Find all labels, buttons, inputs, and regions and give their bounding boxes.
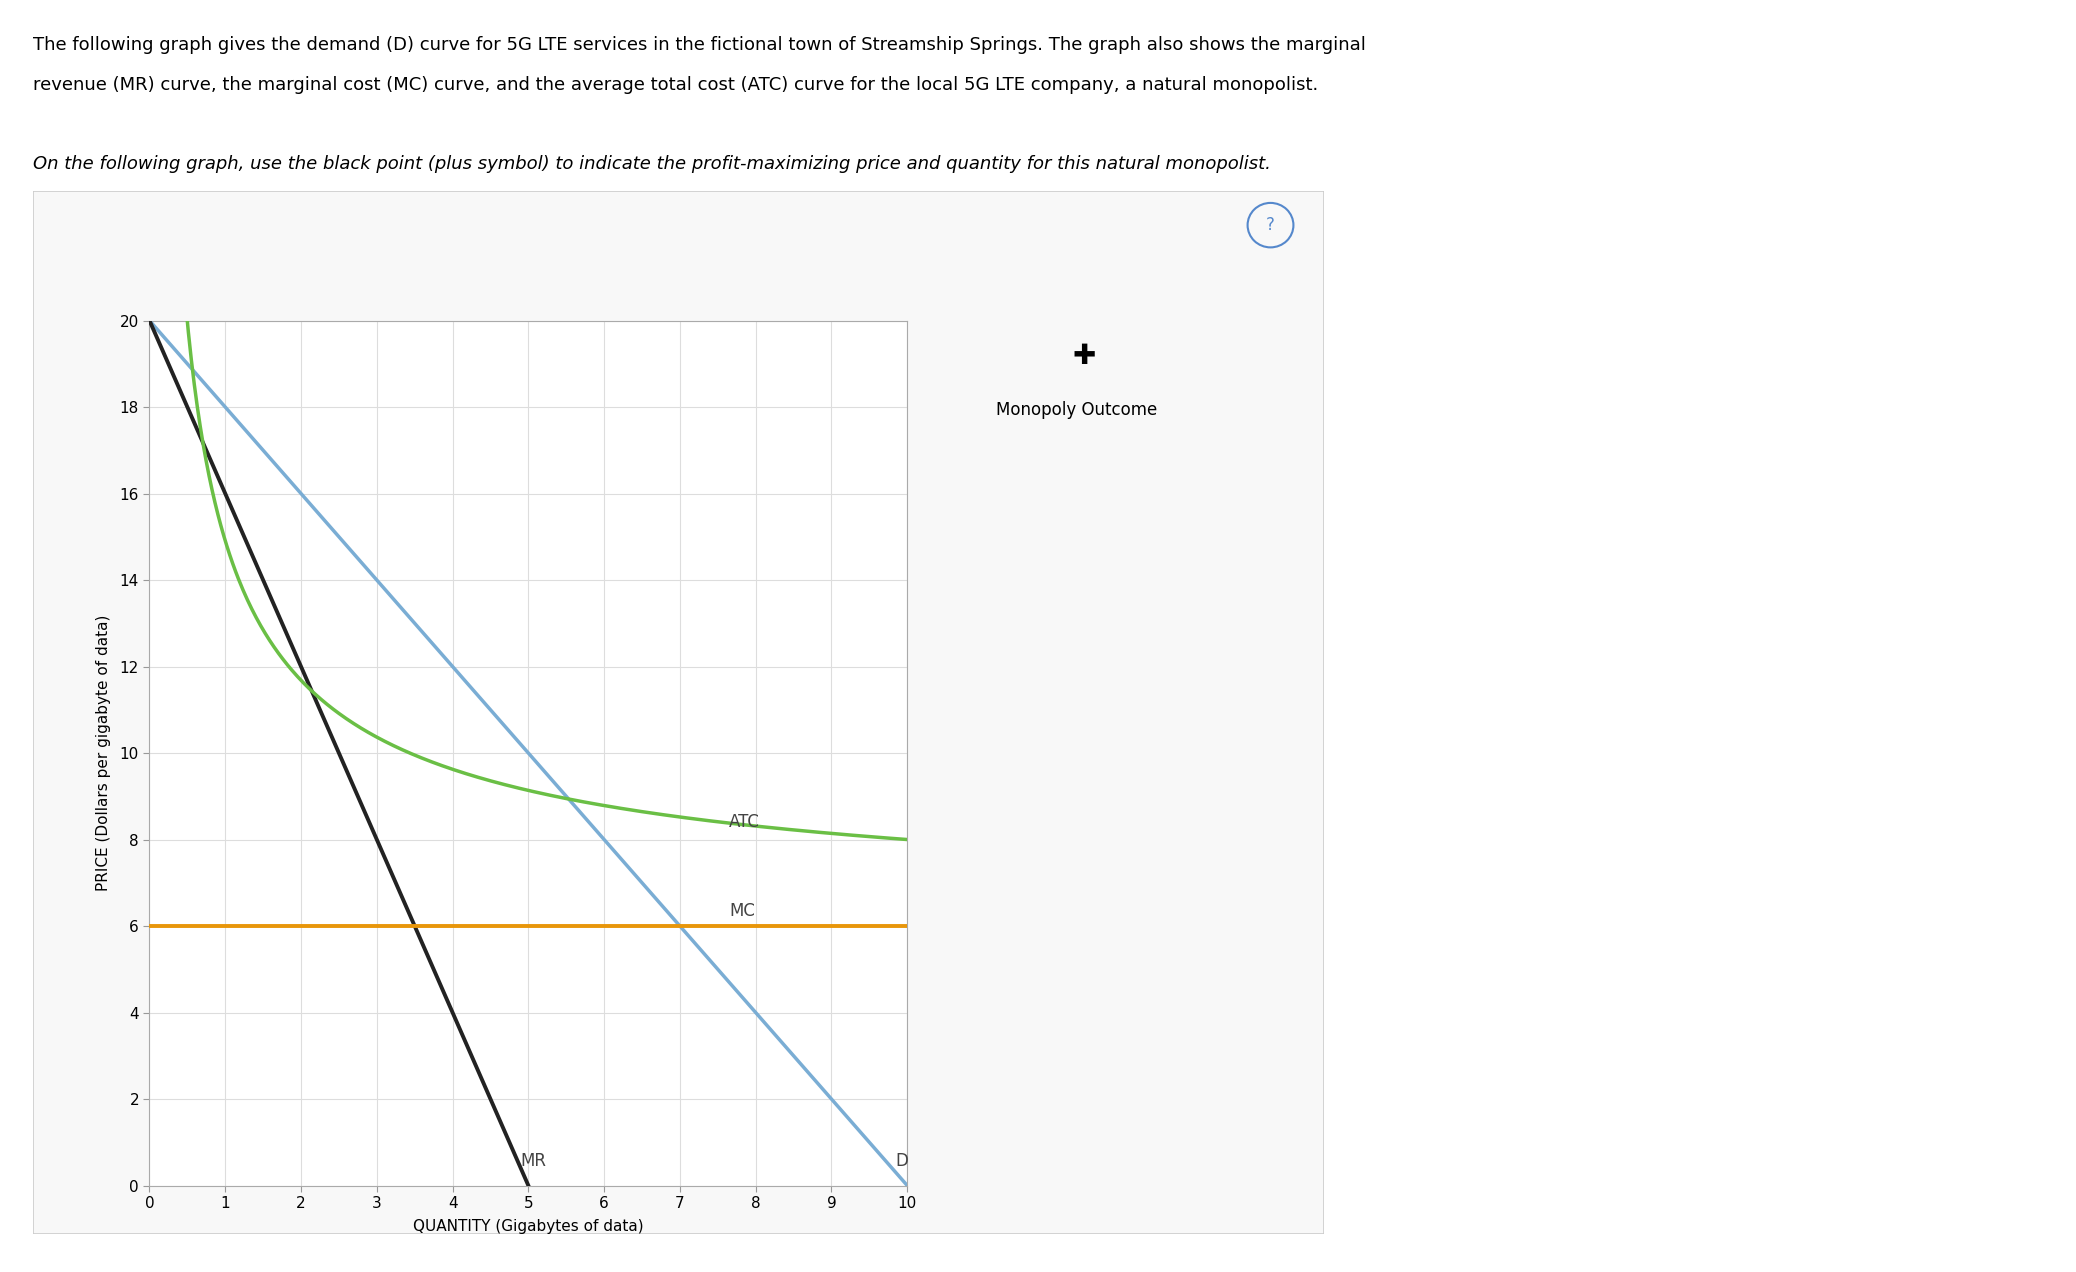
Text: ✚: ✚ [1071, 342, 1096, 370]
X-axis label: QUANTITY (Gigabytes of data): QUANTITY (Gigabytes of data) [413, 1220, 644, 1234]
Text: D: D [897, 1152, 909, 1170]
Text: MR: MR [521, 1152, 546, 1170]
Text: The following graph gives the demand (D) curve for 5G LTE services in the fictio: The following graph gives the demand (D)… [33, 36, 1366, 53]
Text: On the following graph, use the black point (plus symbol) to indicate the profit: On the following graph, use the black po… [33, 155, 1271, 173]
Y-axis label: PRICE (Dollars per gigabyte of data): PRICE (Dollars per gigabyte of data) [95, 614, 112, 892]
Text: ATC: ATC [729, 813, 760, 831]
FancyBboxPatch shape [33, 191, 1324, 1234]
Text: revenue (MR) curve, the marginal cost (MC) curve, and the average total cost (AT: revenue (MR) curve, the marginal cost (M… [33, 76, 1318, 94]
Text: MC: MC [729, 902, 756, 920]
Text: Monopoly Outcome: Monopoly Outcome [996, 401, 1158, 418]
Text: ?: ? [1266, 216, 1275, 234]
